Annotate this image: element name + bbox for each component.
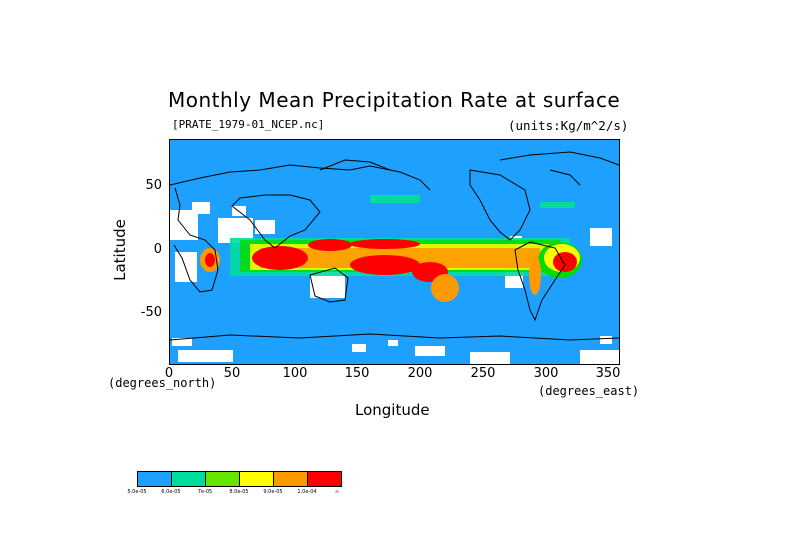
colorbar-label: ∞ <box>334 489 340 495</box>
colorbar-label: 6.0e-05 <box>161 489 181 495</box>
colorbar-label: 9.0e-05 <box>263 489 283 495</box>
colorbar-segment <box>206 472 240 486</box>
y-tick-label: 50 <box>145 178 162 193</box>
x-tick-label: 250 <box>470 366 496 381</box>
coastlines <box>170 151 619 341</box>
units-label: (units:Kg/m^2/s) <box>508 118 629 133</box>
colorbar-label: 1.0e-04 <box>297 489 317 495</box>
colorbar-segment <box>308 472 341 486</box>
y-tick-label: 0 <box>153 242 162 257</box>
source-file-label: [PRATE_1979-01_NCEP.nc] <box>172 118 325 131</box>
colorbar-segment <box>274 472 308 486</box>
x-tick-label: 100 <box>282 366 308 381</box>
precipitation-map <box>169 139 620 365</box>
x-unit-label: (degrees_north) <box>108 376 217 390</box>
x-tick-label: 200 <box>407 366 433 381</box>
colorbar-segment <box>240 472 274 486</box>
y-tick-label: -50 <box>140 305 162 320</box>
x-tick-label: 300 <box>533 366 559 381</box>
x-unit-label-right: (degrees_east) <box>538 384 640 398</box>
colorbar-segment <box>172 472 206 486</box>
colorbar-segment <box>138 472 172 486</box>
map-title: Monthly Mean Precipitation Rate at surfa… <box>168 88 621 112</box>
x-tick-label: 150 <box>344 366 370 381</box>
y-axis-label: Latitude <box>111 219 129 281</box>
colorbar-label: 8.0e-05 <box>229 489 249 495</box>
x-tick-label: 50 <box>223 366 241 381</box>
colorbar-label: 7e-05 <box>197 489 213 495</box>
x-tick-label: 0 <box>164 366 174 381</box>
rain-bands <box>200 195 582 302</box>
x-tick-label: 350 <box>595 366 621 381</box>
x-axis-label: Longitude <box>355 401 430 419</box>
colorbar <box>137 471 342 487</box>
colorbar-label: 5.0e-05 <box>127 489 147 495</box>
